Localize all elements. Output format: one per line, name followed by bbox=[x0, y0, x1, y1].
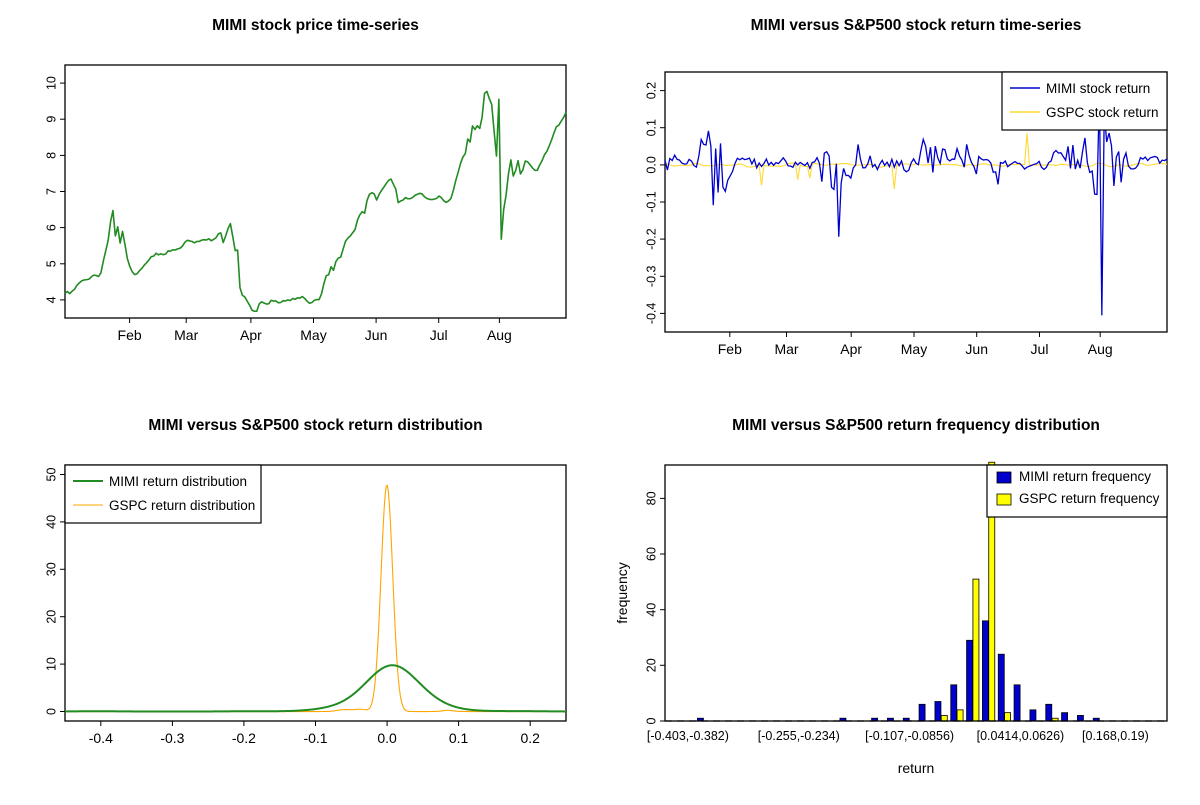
svg-text:MIMI return frequency: MIMI return frequency bbox=[1019, 469, 1151, 484]
svg-text:Mar: Mar bbox=[774, 341, 798, 357]
svg-text:60: 60 bbox=[644, 547, 658, 561]
svg-text:-0.1: -0.1 bbox=[303, 730, 327, 746]
svg-text:0.1: 0.1 bbox=[644, 119, 658, 136]
svg-text:0.1: 0.1 bbox=[449, 730, 469, 746]
svg-text:50: 50 bbox=[44, 468, 58, 482]
svg-text:May: May bbox=[300, 327, 326, 343]
svg-text:Aug: Aug bbox=[487, 327, 512, 343]
svg-text:20: 20 bbox=[44, 610, 58, 624]
svg-text:Aug: Aug bbox=[1088, 341, 1113, 357]
svg-text:0.0: 0.0 bbox=[644, 156, 658, 173]
svg-text:[-0.107,-0.0856): [-0.107,-0.0856) bbox=[865, 729, 954, 743]
svg-text:6: 6 bbox=[44, 224, 58, 231]
svg-text:MIMI stock price time-series: MIMI stock price time-series bbox=[212, 17, 419, 34]
svg-text:[-0.403,-0.382): [-0.403,-0.382) bbox=[647, 729, 729, 743]
svg-text:Feb: Feb bbox=[718, 341, 742, 357]
svg-text:0: 0 bbox=[44, 708, 58, 715]
svg-text:4: 4 bbox=[44, 296, 58, 303]
svg-text:40: 40 bbox=[44, 515, 58, 529]
svg-text:May: May bbox=[901, 341, 927, 357]
svg-text:-0.3: -0.3 bbox=[160, 730, 184, 746]
svg-text:8: 8 bbox=[44, 152, 58, 159]
svg-text:10: 10 bbox=[44, 657, 58, 671]
svg-text:-0.2: -0.2 bbox=[644, 228, 658, 250]
svg-text:frequency: frequency bbox=[614, 562, 630, 623]
svg-text:GSPC stock return: GSPC stock return bbox=[1046, 105, 1159, 120]
svg-text:30: 30 bbox=[44, 562, 58, 576]
svg-text:Jul: Jul bbox=[430, 327, 448, 343]
svg-text:5: 5 bbox=[44, 260, 58, 267]
svg-text:-0.3: -0.3 bbox=[644, 265, 658, 287]
svg-text:Apr: Apr bbox=[240, 327, 262, 343]
svg-text:[0.0414,0.0626): [0.0414,0.0626) bbox=[977, 729, 1065, 743]
svg-text:[-0.255,-0.234): [-0.255,-0.234) bbox=[758, 729, 840, 743]
svg-text:-0.4: -0.4 bbox=[644, 303, 658, 325]
svg-text:Apr: Apr bbox=[840, 341, 862, 357]
svg-text:40: 40 bbox=[644, 603, 658, 617]
svg-text:Mar: Mar bbox=[174, 327, 198, 343]
svg-text:9: 9 bbox=[44, 116, 58, 123]
svg-text:Jun: Jun bbox=[965, 341, 988, 357]
svg-text:0.2: 0.2 bbox=[520, 730, 540, 746]
svg-text:MIMI versus S&P500 stock retur: MIMI versus S&P500 stock return distribu… bbox=[148, 417, 482, 434]
svg-text:GSPC return frequency: GSPC return frequency bbox=[1019, 491, 1160, 506]
svg-text:80: 80 bbox=[644, 491, 658, 505]
svg-text:20: 20 bbox=[644, 658, 658, 672]
svg-text:10: 10 bbox=[44, 76, 58, 90]
svg-text:MIMI stock return: MIMI stock return bbox=[1046, 81, 1150, 96]
svg-text:0: 0 bbox=[644, 717, 658, 724]
svg-text:0.2: 0.2 bbox=[644, 82, 658, 99]
svg-text:Feb: Feb bbox=[118, 327, 142, 343]
svg-text:return: return bbox=[898, 760, 935, 776]
svg-text:-0.2: -0.2 bbox=[232, 730, 256, 746]
svg-text:Jul: Jul bbox=[1031, 341, 1049, 357]
svg-text:MIMI versus S&P500 return freq: MIMI versus S&P500 return frequency dist… bbox=[732, 417, 1100, 434]
svg-text:0.0: 0.0 bbox=[377, 730, 397, 746]
svg-text:Jun: Jun bbox=[365, 327, 388, 343]
svg-text:7: 7 bbox=[44, 188, 58, 195]
svg-text:-0.1: -0.1 bbox=[644, 191, 658, 213]
svg-text:[0.168,0.19): [0.168,0.19) bbox=[1082, 729, 1149, 743]
svg-text:-0.4: -0.4 bbox=[89, 730, 113, 746]
svg-text:MIMI versus S&P500 stock retur: MIMI versus S&P500 stock return time-ser… bbox=[751, 17, 1082, 34]
svg-text:GSPC return distribution: GSPC return distribution bbox=[109, 498, 255, 513]
svg-text:MIMI return distribution: MIMI return distribution bbox=[109, 474, 247, 489]
